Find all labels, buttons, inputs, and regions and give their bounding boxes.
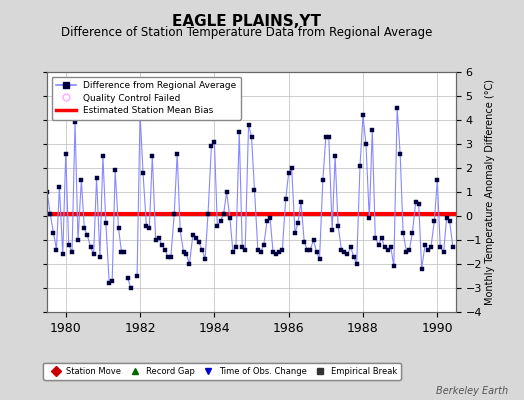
Text: Berkeley Earth: Berkeley Earth xyxy=(436,386,508,396)
Text: EAGLE PLAINS,YT: EAGLE PLAINS,YT xyxy=(172,14,321,29)
Text: Difference of Station Temperature Data from Regional Average: Difference of Station Temperature Data f… xyxy=(61,26,432,39)
Y-axis label: Monthly Temperature Anomaly Difference (°C): Monthly Temperature Anomaly Difference (… xyxy=(485,79,495,305)
Legend: Station Move, Record Gap, Time of Obs. Change, Empirical Break: Station Move, Record Gap, Time of Obs. C… xyxy=(43,362,401,380)
